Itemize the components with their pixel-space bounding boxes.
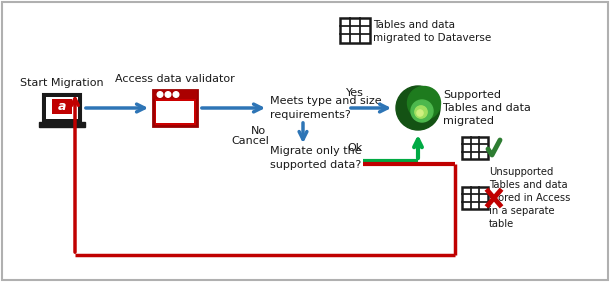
Text: Start Migration: Start Migration bbox=[20, 78, 104, 88]
Text: Ok: Ok bbox=[347, 143, 362, 153]
Bar bbox=[52, 99, 72, 114]
Bar bbox=[43, 94, 81, 122]
Bar bbox=[153, 90, 197, 126]
Text: Yes: Yes bbox=[346, 88, 364, 98]
Bar bbox=[340, 17, 370, 43]
Text: Cancel: Cancel bbox=[231, 136, 269, 146]
Circle shape bbox=[411, 100, 433, 122]
Bar bbox=[153, 90, 197, 99]
Bar bbox=[156, 101, 194, 123]
Circle shape bbox=[173, 92, 179, 97]
Text: a: a bbox=[58, 100, 66, 113]
Circle shape bbox=[407, 87, 440, 120]
Text: Migrate only the
supported data?: Migrate only the supported data? bbox=[270, 146, 362, 169]
Text: Tables and data
migrated to Dataverse: Tables and data migrated to Dataverse bbox=[373, 20, 491, 43]
Text: Meets type and size
requirements?: Meets type and size requirements? bbox=[270, 96, 382, 120]
Circle shape bbox=[157, 92, 163, 97]
Bar bbox=[46, 97, 78, 119]
Circle shape bbox=[396, 86, 440, 130]
Bar bbox=[39, 122, 85, 127]
Bar bbox=[462, 137, 488, 159]
Bar bbox=[462, 187, 488, 209]
Circle shape bbox=[415, 106, 427, 118]
Text: No: No bbox=[251, 126, 266, 136]
Text: Supported
Tables and data
migrated: Supported Tables and data migrated bbox=[443, 90, 531, 126]
Circle shape bbox=[165, 92, 171, 97]
Circle shape bbox=[417, 110, 423, 116]
Text: Unsupported
Tables and data
stored in Access
in a separate
table: Unsupported Tables and data stored in Ac… bbox=[489, 168, 570, 229]
Text: Access data validator: Access data validator bbox=[115, 74, 235, 84]
